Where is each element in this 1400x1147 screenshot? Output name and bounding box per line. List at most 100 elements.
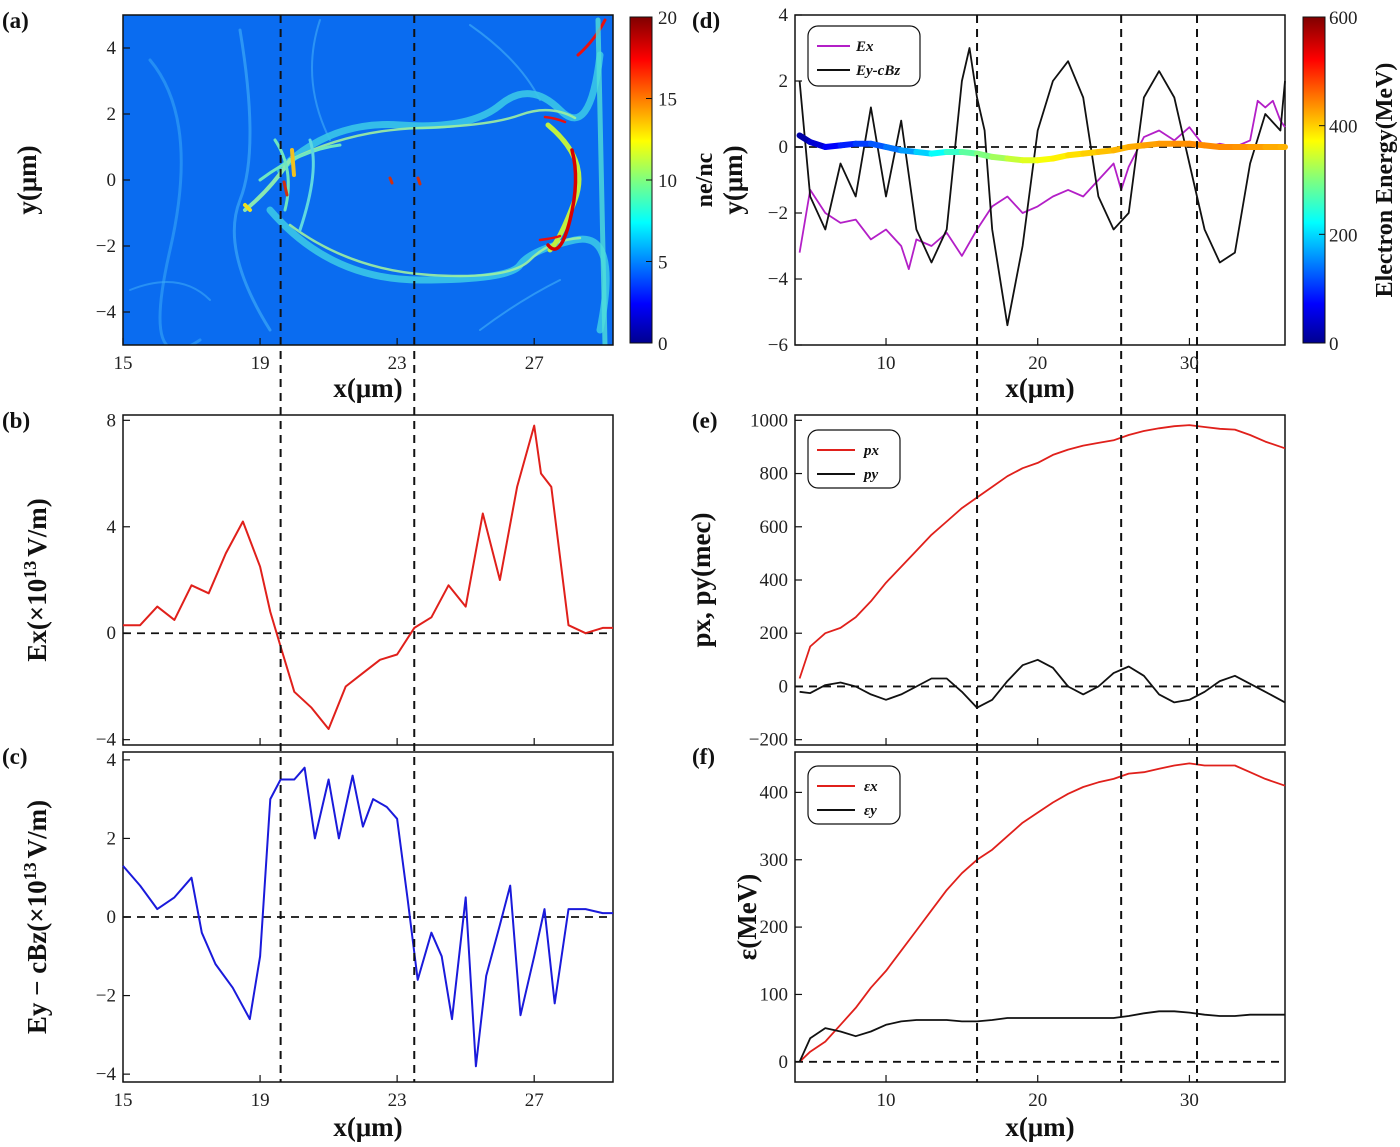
- panel-c-xtick-label-0: 15: [114, 1090, 133, 1111]
- panel-f-ytick-label-1: 300: [760, 850, 789, 871]
- panel-label-e: (e): [692, 408, 718, 433]
- panel-e-ytick-label-2: 600: [760, 517, 789, 538]
- panel-d-colorbar: [1302, 16, 1326, 344]
- panel-f-y-label: ε(MeV): [732, 874, 762, 960]
- panel-e-ytick-label-6: −200: [749, 730, 788, 751]
- panel-b-ytick-label-0: 8: [107, 410, 117, 431]
- panel-d-xtick-label-1: 20: [1028, 353, 1047, 374]
- panel-e-series-px: [798, 424, 1286, 679]
- panel-d-ytick-label-5: −6: [768, 335, 788, 356]
- panel-f-x-label: x(μm): [1005, 1112, 1074, 1142]
- panel-a-xtick-label-3: 27: [525, 353, 544, 374]
- panel-b-y-label: Ex(×1013V/m): [20, 498, 52, 661]
- cb-a-tick-label-1: 15: [658, 90, 677, 111]
- panel-a-colorbar-label: ne/nc: [692, 152, 718, 207]
- panel-d-colorbar-label: Electron Energy(MeV): [1372, 63, 1398, 298]
- panel-f-ytick-label-0: 400: [760, 782, 789, 803]
- panel-c-x-label: x(μm): [333, 1112, 402, 1142]
- panel-f-ytick-label-4: 0: [779, 1052, 789, 1073]
- panel-d-xtick-label-0: 10: [877, 353, 896, 374]
- panel-f-xtick-label-0: 10: [877, 1090, 896, 1111]
- panel-a-ytick-label-1: 2: [107, 104, 117, 125]
- legend-ex: Ex: [855, 39, 874, 55]
- panel-e-ytick-label-3: 400: [760, 570, 789, 591]
- panel-d-ytick-label-1: 2: [779, 71, 789, 92]
- panel-label-b: (b): [2, 408, 30, 433]
- panel-d-ytick-label-4: −4: [768, 269, 789, 290]
- panel-c-ytick-label-2: 0: [107, 907, 117, 928]
- panel-c-ytick-label-3: −2: [96, 986, 116, 1007]
- panel-e-ytick-label-0: 1000: [750, 410, 788, 431]
- panel-a-ticks: 4 2 0 −2 −4 15 19 23 27: [96, 38, 544, 374]
- panel-a-xtick-label-1: 19: [251, 353, 270, 374]
- panel-label-d: (d): [692, 8, 720, 33]
- panel-d-colorbar-ticks: 600 400 200 0: [1319, 8, 1358, 355]
- panel-e-plot: 1000 800 600 400 200 0 −200: [749, 410, 1286, 751]
- panel-c-ytick-label-1: 2: [107, 828, 117, 849]
- panel-e-ytick-label-4: 200: [760, 623, 789, 644]
- panel-a-ytick-label-4: −4: [96, 302, 117, 323]
- panel-d-frame: [794, 14, 1286, 346]
- legend-ey-cbz: Ey-cBz: [855, 63, 900, 79]
- panel-a-ytick-label-2: 0: [107, 170, 117, 191]
- panel-f-ytick-label-2: 200: [760, 917, 789, 938]
- panel-b-ex-line: [123, 424, 613, 730]
- panel-b-ytick-label-3: −4: [96, 730, 117, 751]
- vertical-guide-lines: [279, 15, 1199, 1082]
- panel-f-ytick-label-3: 100: [760, 984, 789, 1005]
- panel-e-legend: px py: [807, 429, 901, 489]
- panel-c-xtick-label-2: 23: [388, 1090, 407, 1111]
- panel-label-f: (f): [692, 744, 715, 769]
- panel-a-colorbar-ticks: 20 15 10 5 0: [646, 8, 677, 355]
- panel-e-series-py: [799, 658, 1286, 709]
- panel-b-ytick-label-1: 4: [107, 517, 117, 538]
- panel-f-legend: εx εy: [807, 765, 901, 825]
- panel-f-plot: 400 300 200 100 0 10 20 30: [760, 762, 1286, 1111]
- panel-d-legend: Ex Ey-cBz: [807, 25, 921, 87]
- panel-d-series-ey-cbz: [798, 47, 1286, 327]
- cb-a-tick-label-3: 5: [658, 253, 668, 274]
- panel-c-ey-cbz-line: [122, 766, 613, 1068]
- panel-b-frame: [122, 414, 614, 746]
- panel-d-x-label: x(μm): [1005, 373, 1074, 403]
- panel-e-ytick-label-1: 800: [760, 464, 789, 485]
- panel-a-xtick-label-0: 15: [114, 353, 133, 374]
- panel-e-y-label: px, py(mec): [686, 513, 716, 648]
- legend-py: py: [862, 467, 879, 483]
- panel-label-a: (a): [2, 8, 29, 33]
- cb-a-tick-label-0: 20: [658, 8, 677, 29]
- panel-b-plot: 8 4 0 −4: [96, 410, 613, 751]
- panel-d-xtick-label-2: 30: [1180, 353, 1199, 374]
- panel-f-xtick-label-2: 30: [1180, 1090, 1199, 1111]
- panel-f-frame: [794, 751, 1286, 1083]
- panel-f-xtick-label-1: 20: [1028, 1090, 1047, 1111]
- panel-a-x-label: x(μm): [333, 373, 402, 403]
- panel-d-ytick-label-3: −2: [768, 203, 788, 224]
- panel-a-ytick-label-3: −2: [96, 236, 116, 257]
- panel-d-ytick-label-0: 4: [779, 5, 789, 26]
- panel-c-plot: 4 2 0 −2 −4 15 19 23 27: [96, 750, 613, 1111]
- panel-a-ytick-label-0: 4: [107, 38, 117, 59]
- panel-f-series-epsilon-y: [798, 1010, 1285, 1063]
- panel-a-y-label: y(μm): [12, 145, 42, 214]
- cb-a-tick-label-2: 10: [658, 171, 677, 192]
- panel-f-series-epsilon-x: [798, 762, 1286, 1063]
- legend-epsilon-x: εx: [864, 779, 878, 795]
- panel-c-xtick-label-3: 27: [525, 1090, 544, 1111]
- legend-epsilon-y: εy: [864, 803, 877, 819]
- cb-d-tick-label-3: 0: [1329, 334, 1339, 355]
- cb-d-tick-label-1: 400: [1329, 117, 1358, 138]
- panel-c-xtick-label-1: 19: [251, 1090, 270, 1111]
- panel-d-ytick-label-2: 0: [779, 137, 789, 158]
- cb-a-tick-label-4: 0: [658, 334, 668, 355]
- cb-d-tick-label-2: 200: [1329, 225, 1358, 246]
- panel-label-c: (c): [2, 744, 28, 769]
- cb-d-tick-label-0: 600: [1329, 8, 1358, 29]
- panel-c-ytick-label-4: −4: [96, 1064, 117, 1085]
- panel-a-xtick-label-2: 23: [388, 353, 407, 374]
- legend-px: px: [862, 443, 880, 459]
- panel-e-ytick-label-5: 0: [779, 676, 789, 697]
- panel-a-density-map: [123, 15, 613, 345]
- panel-b-ytick-label-2: 0: [107, 623, 117, 644]
